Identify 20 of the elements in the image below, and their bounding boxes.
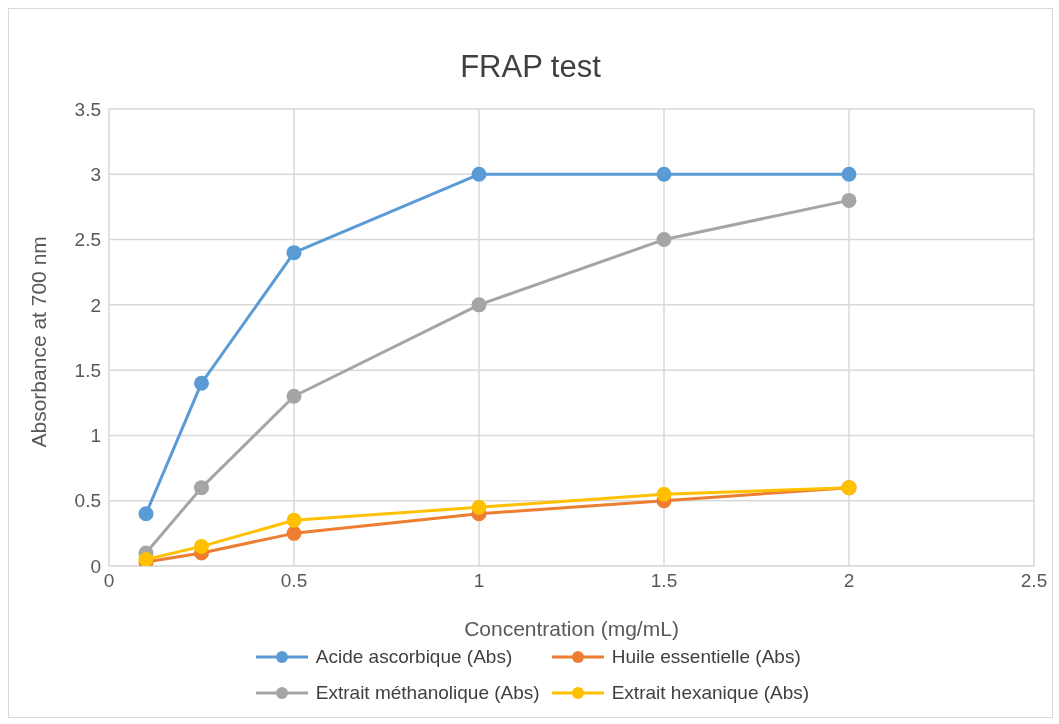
legend-label: Huile essentielle (Abs) <box>611 646 801 668</box>
y-tick-label: 2 <box>90 294 101 316</box>
legend-label: Extrait méthanolique (Abs) <box>315 682 540 704</box>
chart-title: FRAP test <box>459 49 602 85</box>
legend-label: Acide ascorbique (Abs) <box>315 646 513 668</box>
y-tick-label: 1 <box>90 425 101 447</box>
y-tick-label: 3 <box>90 164 101 186</box>
x-tick-label: 2.5 <box>1020 570 1048 592</box>
y-tick-label: 0 <box>90 555 101 577</box>
x-tick-label: 0.5 <box>280 570 308 592</box>
x-tick-label: 1.5 <box>650 570 678 592</box>
x-axis-title: Concentration (mg/mL) <box>464 617 679 640</box>
x-tick-label: 1 <box>473 570 485 592</box>
x-tick-label: 2 <box>843 570 855 592</box>
y-tick-label: 1.5 <box>74 359 101 381</box>
legend-label: Extrait hexanique (Abs) <box>611 682 810 704</box>
y-tick-label: 3.5 <box>74 98 101 120</box>
y-tick-label: 0.5 <box>74 490 101 512</box>
y-axis-title: Absorbance at 700 nm <box>27 236 51 448</box>
y-tick-label: 2.5 <box>74 229 101 251</box>
